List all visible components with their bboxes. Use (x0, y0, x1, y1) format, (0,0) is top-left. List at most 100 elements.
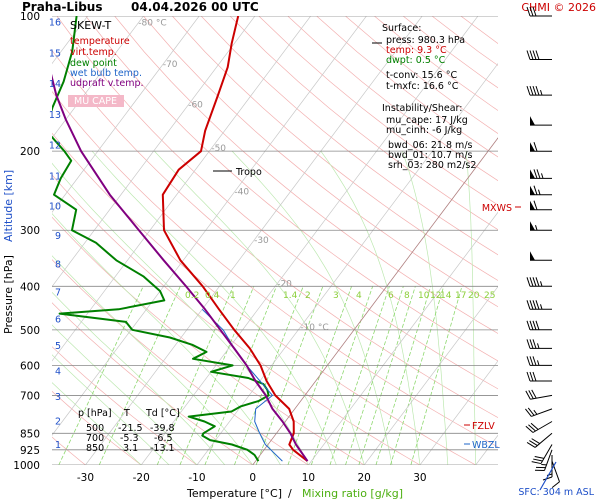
wind-barb-full (530, 372, 533, 381)
table-header: T (123, 408, 130, 419)
copyright: CHMI © 2026 (521, 1, 596, 14)
wind-barb-shaft (552, 461, 560, 482)
pressure-tick-label: 500 (20, 325, 40, 337)
altitude-tick-label: 7 (55, 287, 61, 298)
wind-barb-shaft (535, 433, 552, 447)
wind-barb (530, 201, 552, 210)
temperature-tick-label: 30 (413, 472, 426, 484)
wind-barb-full (530, 356, 533, 365)
wind-barb (530, 251, 552, 260)
table-cell: -13.1 (150, 443, 175, 454)
mixing-ratio-label: 14 (440, 291, 452, 301)
wind-barb-full (527, 277, 530, 286)
wind-barb-full (527, 372, 530, 381)
altitude-tick-label: 4 (55, 367, 61, 378)
mixing-ratio-label: 2 (305, 291, 311, 301)
isotherm-label: -70 (163, 60, 178, 70)
wind-barb-half (541, 90, 543, 95)
wind-barb (552, 461, 560, 488)
altitude-tick-label: 9 (55, 231, 61, 242)
altitude-tick-label: 8 (55, 260, 61, 271)
mixing-ratio-label: 3 (333, 291, 339, 301)
wind-barb-full (530, 339, 533, 348)
isotherm-label: -10 °C (300, 323, 328, 333)
legend-item: SKEW-T (70, 19, 112, 32)
pressure-tick-label: 700 (20, 390, 40, 402)
mixing-ratio-label: 6 (388, 291, 394, 301)
mixing-ratio-label: 1.4 (283, 291, 298, 301)
table-cell: 850 (86, 443, 104, 454)
wind-barb (530, 116, 552, 125)
wind-barb (530, 142, 552, 151)
pressure-tick-label: 400 (20, 281, 40, 293)
pressure-tick-label: 300 (20, 225, 40, 237)
legend-item: virt.temp. (70, 47, 117, 58)
wind-barb-full (533, 321, 536, 330)
surface-dwpt: dwpt: 0.5 °C (386, 55, 446, 66)
wind-barb-full (533, 459, 542, 461)
altitude-tick-label: 10 (49, 202, 61, 213)
wind-barb-flag (530, 221, 535, 230)
wind-barb-full (527, 321, 530, 330)
surface-title: Surface: (382, 23, 421, 34)
instability-title: Instability/Shear: (382, 103, 462, 114)
wind-barb-full (533, 51, 536, 60)
wind-barb-full (534, 186, 537, 195)
wind-barb-full (536, 51, 539, 60)
wind-barb-flag (530, 251, 535, 260)
altitude-tick-label: 3 (55, 392, 61, 403)
wind-barb (527, 277, 552, 286)
wind-barb-full (530, 300, 533, 309)
wind-barb-full (533, 356, 536, 365)
wind-barb-full (533, 339, 536, 348)
wind-barb-full (536, 300, 539, 309)
wind-barb (527, 321, 552, 330)
wind-barb-full (527, 300, 530, 309)
wind-barb (527, 433, 552, 447)
table-cell: 3.1 (123, 443, 138, 454)
wbzl-label: WBZL (472, 440, 500, 451)
wind-barb-full (533, 300, 536, 309)
sfc-label: SFC: 304 m ASL (518, 487, 594, 498)
mixing-ratio-label: 20 (468, 291, 480, 301)
wind-barb-full (534, 169, 537, 178)
wind-barb-full (530, 86, 533, 95)
wind-barb (527, 356, 552, 365)
wind-barb-shaft (544, 450, 552, 471)
pressure-tick-label: 850 (20, 428, 40, 440)
wind-barb-full (533, 277, 536, 286)
pressure-tick-label: 600 (20, 360, 40, 372)
wind-barb-half (536, 225, 538, 230)
wind-barb (526, 390, 552, 399)
wind-barb-half (541, 304, 543, 309)
wind-barb-full (532, 462, 541, 464)
wind-barb-full (530, 321, 533, 330)
mixing-ratio-label: 4 (356, 291, 362, 301)
wind-barbs (525, 7, 559, 490)
wind-barb-full (527, 356, 530, 365)
wind-barb-full (530, 277, 533, 286)
wind-barb (530, 221, 552, 230)
pressure-tick-label: 200 (20, 146, 40, 158)
tropo-label: Tropo (235, 167, 262, 178)
isotherm-label: -80 °C (138, 19, 166, 29)
wind-barb (527, 300, 552, 309)
wind-barb-full (536, 321, 539, 330)
legend-item: temperature (70, 36, 130, 47)
wind-barb-shaft (530, 395, 552, 399)
wind-barb (526, 422, 552, 433)
mixing-ratio-label: 1 (230, 291, 236, 301)
isotherm-label: -40 (234, 188, 249, 198)
temperature-tick-label: -30 (77, 472, 94, 484)
mixing-ratio-label: 0.4 (205, 291, 220, 301)
mxws-label: MXWS (482, 203, 512, 214)
wind-barb (527, 51, 552, 60)
pressure-axis-title: Pressure [hPa] (2, 255, 15, 334)
wind-barb (527, 339, 552, 348)
mixing-ratio-label: 17 (455, 291, 466, 301)
wind-barb-full (530, 51, 533, 60)
altitude-tick-label: 15 (49, 48, 61, 59)
surface-wind-arrow (540, 462, 556, 490)
wind-barb-flag (530, 116, 535, 125)
temperature-tick-label: 20 (358, 472, 371, 484)
